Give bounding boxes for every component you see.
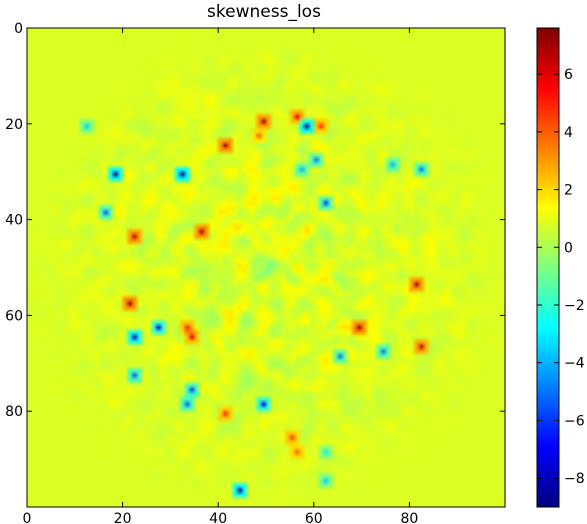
y-tick-label: 80 [5,404,23,420]
colorbar-tick-label: −8 [564,471,585,487]
colorbar-tick-label: −2 [564,298,585,314]
x-tick-label: 60 [305,511,323,524]
y-tick-label: 60 [5,308,23,324]
colorbar-tick-label: 4 [564,125,573,141]
colorbar-tick-label: −4 [564,356,585,372]
colorbar-gradient [537,28,559,507]
colorbar-tick-label: 0 [564,240,573,256]
plot-frame [26,27,506,508]
colorbar-frame [536,27,560,508]
colorbar-tick-label: 6 [564,67,573,83]
heatmap-plot-area [26,27,506,508]
chart-title: skewness_los [207,2,321,22]
x-tick-label: 0 [23,511,32,524]
colorbar-tick-label: −6 [564,413,585,429]
x-tick-label: 40 [209,511,227,524]
x-tick-label: 20 [114,511,132,524]
y-tick-label: 40 [5,213,23,229]
colorbar: −8 −6 −4 −2 0 2 4 6 [536,27,585,508]
y-axis: 0 20 40 60 80 [5,21,505,420]
y-tick-label: 20 [5,117,23,133]
colorbar-ticks: −8 −6 −4 −2 0 2 4 6 [537,67,585,487]
y-tick-label: 0 [14,21,23,37]
x-axis: 0 20 40 60 80 [23,28,418,524]
heatmap-image [27,28,505,507]
colorbar-tick-label: 2 [564,183,573,199]
x-tick-label: 80 [400,511,418,524]
